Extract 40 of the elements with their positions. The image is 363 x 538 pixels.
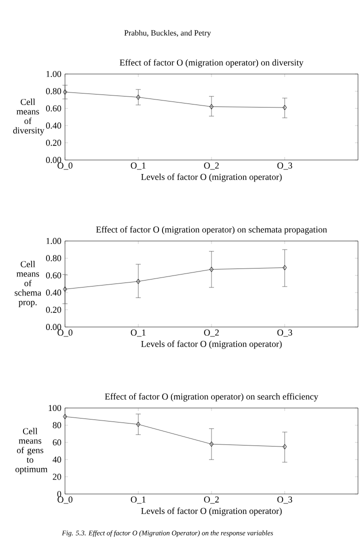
x-tick-label: O_2 (204, 162, 219, 170)
y-tick-label: 0.80 (46, 255, 62, 262)
y-tick-label: 1.00 (46, 238, 62, 244)
text: Prabhu, Buckles, and Petry (124, 30, 211, 38)
x-tick-label: O_2 (204, 330, 219, 337)
y-tick-label: 60 (52, 439, 62, 446)
y-tick-label: 1.00 (46, 70, 62, 78)
y-tick-label: 0.00 (46, 324, 62, 330)
y-tick-label: 0.60 (46, 272, 62, 278)
y-tick-label: 0.60 (46, 105, 62, 112)
x-axis-title: Levels of factor O (migration operator) (141, 174, 282, 182)
y-tick-label: 0.20 (46, 140, 62, 146)
chart-title: Effect of factor O (migration operator) on diversity (120, 59, 304, 68)
y-tick-label: 80 (52, 422, 62, 428)
y-tick-label: 0.40 (46, 290, 62, 296)
y-axis-title: Cell means of schema prop. (14, 260, 42, 308)
y-tick-label: 0.20 (46, 306, 62, 313)
y-tick-label: 40 (52, 456, 62, 463)
y-tick-label: 0 (57, 490, 62, 498)
y-axis-title: Cell means of gens to optimum (15, 428, 48, 474)
chart-title: Effect of factor O (migration operator) on search efficiency (104, 393, 318, 402)
x-tick-label: O_3 (277, 162, 292, 170)
y-tick-label: 0.80 (46, 88, 62, 94)
x-tick-label: O_1 (130, 496, 146, 504)
y-tick-label: 0.40 (46, 122, 62, 129)
x-axis-title: Levels of factor O (migration operator) (141, 508, 282, 516)
x-tick-label: O_3 (277, 330, 292, 337)
y-tick-label: 100 (48, 404, 62, 412)
y-tick-label: 0.00 (46, 156, 62, 164)
x-tick-label: O_1 (130, 330, 146, 337)
x-tick-label: O_2 (204, 496, 219, 504)
y-tick-label: 20 (52, 474, 62, 480)
x-tick-label: O_3 (277, 496, 292, 504)
x-tick-label: O_0 (58, 162, 72, 170)
y-axis-title: Cell means of diversity (13, 98, 44, 136)
x-tick-label: O_0 (58, 330, 72, 337)
x-axis-title: Levels of factor O (migration operator) (141, 340, 282, 349)
chart-title: Effect of factor O (migration operator) on schemata propagation (96, 226, 327, 234)
x-tick-label: O_0 (58, 496, 72, 504)
x-tick-label: O_1 (130, 162, 146, 170)
